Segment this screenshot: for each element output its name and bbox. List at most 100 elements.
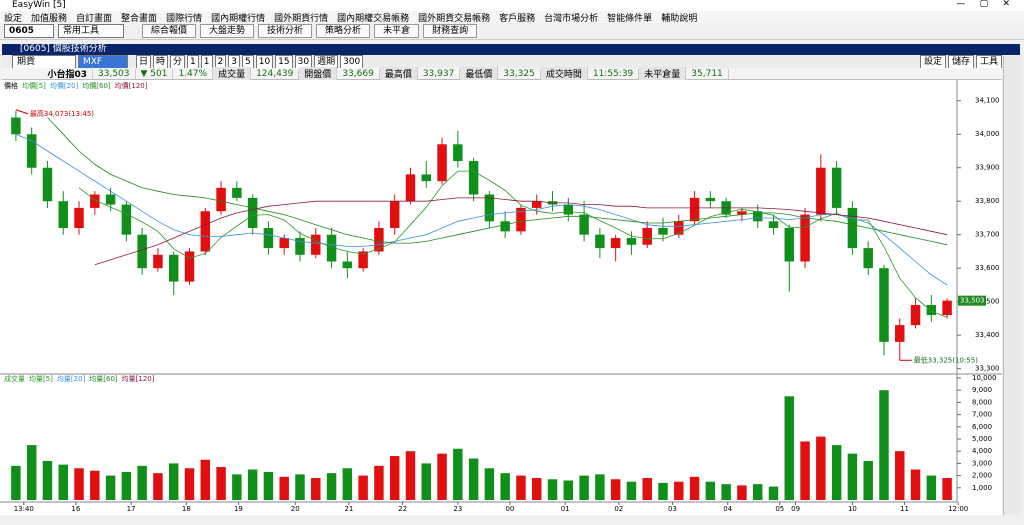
candle-body [42,167,53,202]
ma-line [15,133,948,286]
volume-bar [516,475,526,500]
action-button[interactable]: 工具 [975,55,1002,69]
period-button[interactable]: 分 [170,55,186,69]
candle-body [674,221,684,235]
volume-bar [437,453,447,500]
drawing-tools[interactable] [1003,56,1021,515]
volume-bar [831,445,842,500]
toolbar-button[interactable]: 綜合報價 [142,24,197,38]
candle-body [595,234,605,249]
volume-bar [342,468,353,500]
candle-body [105,194,116,205]
x-tick-label: 04 [723,505,732,513]
volume-bar [232,474,242,500]
toolbar-button[interactable]: 策略分析 [316,24,371,38]
menu-item[interactable]: 國際行情 [166,13,203,24]
quote-field-value: 11:55:39 [588,68,640,79]
volume-bar [468,458,479,500]
tools-dropdown[interactable]: 常用工具 [58,24,124,38]
volume-bar [168,463,179,500]
volume-bar [847,453,858,500]
annotation-arrow [15,109,29,115]
candle-body [279,238,289,249]
y-tick-label: 33,600 [975,264,1000,272]
volume-bar [200,459,211,500]
volume-bar [58,464,68,500]
candle-body [579,214,589,235]
menu-item[interactable]: 加值服務 [31,13,68,24]
candle-body [500,221,510,232]
candle-body [358,251,368,269]
y-tick-label: 33,500 [975,298,1000,306]
y-tick-label: 33,700 [975,231,1000,239]
candle-body [295,238,305,255]
menu-item[interactable]: 國內期權交易帳務 [337,13,410,24]
menu-item[interactable]: 國外期貨交易帳務 [418,13,491,24]
volume-bar [279,476,289,500]
annotation-text: 最高34,073(13:45) [30,109,94,118]
y-tick-label: 33,800 [975,197,1000,205]
menu-item[interactable]: 客戶服務 [499,13,536,24]
period-button[interactable]: 1 [200,55,213,69]
candle-body [705,197,716,202]
candle-body [658,228,668,235]
candle-body [326,234,337,262]
toolbar-button[interactable]: 財務查詢 [423,24,478,38]
period-button[interactable]: 10 [255,55,274,69]
volume-bar [674,481,684,500]
quote-field-label: 最高價 [379,67,418,80]
menu-item[interactable]: 國內期權行情 [211,13,266,24]
candle-body [532,201,542,208]
candle-body [863,248,873,269]
candle-body [689,197,700,222]
period-button[interactable]: 1 [187,55,199,69]
window-controls[interactable]: — ▢ ✕ [956,0,1010,9]
candle-body [247,197,258,228]
legend-entry: 均量[5] [29,374,53,383]
volume-bar [326,473,337,500]
window-title: EasyWin [5] [12,0,66,10]
volume-bar [42,460,53,500]
y-tick-label: 34,100 [975,97,1000,105]
period-button[interactable]: 300 [340,55,364,69]
volume-bar [121,471,132,500]
y-tick-label: 33,900 [975,164,1000,172]
legend-entry: 均價[5] [22,81,46,90]
candle-body [405,174,416,202]
menu-item[interactable]: 設定 [4,13,23,24]
menu-item[interactable]: 整合畫面 [121,13,158,24]
volume-bar [926,475,937,500]
toolbar-button[interactable]: 大盤走勢 [200,24,255,38]
volume-bar [74,468,84,500]
period-button[interactable]: 時 [153,55,169,69]
candle-body [311,234,321,255]
toolbar-button[interactable]: 未平倉 [374,24,420,38]
candle-body [11,117,21,135]
candle-body [121,204,132,235]
volume-bar [532,478,542,500]
candle-body [895,325,905,342]
x-tick-label: 17 [127,505,136,513]
volume-bar [263,471,274,500]
y-tick-label: 3,000 [972,459,992,467]
quote-field-label: 成交時間 [540,67,588,80]
action-button[interactable]: 儲存 [947,55,974,69]
candle-body [26,134,37,168]
menu-item[interactable]: 自訂畫面 [76,13,113,24]
period-button[interactable]: 日 [136,55,152,69]
period-button[interactable]: 15 [275,55,293,69]
menu-item[interactable]: 智能條件單 [607,13,653,24]
menu-bar: 設定 加值服務 自訂畫面 整合畫面 國際行情 國內期權行情 國外期貨行情 國內期權交易帳務 國外… [0,11,1024,24]
menu-item[interactable]: 國外期貨行情 [274,13,329,24]
menu-item[interactable]: 輔助說明 [661,13,698,24]
candle-body [642,228,652,245]
code-input[interactable]: 0605 [4,24,54,38]
quote-change: ▼ 501 [136,68,174,79]
toolbar-button[interactable]: 技術分析 [258,24,313,38]
action-button[interactable]: 設定 [919,55,946,69]
menu-item[interactable]: 台灣市場分析 [544,13,599,24]
candle-body [484,194,495,222]
candle-body [784,228,795,262]
y-tick-label: 9,000 [972,386,992,394]
volume-bar [247,469,258,500]
